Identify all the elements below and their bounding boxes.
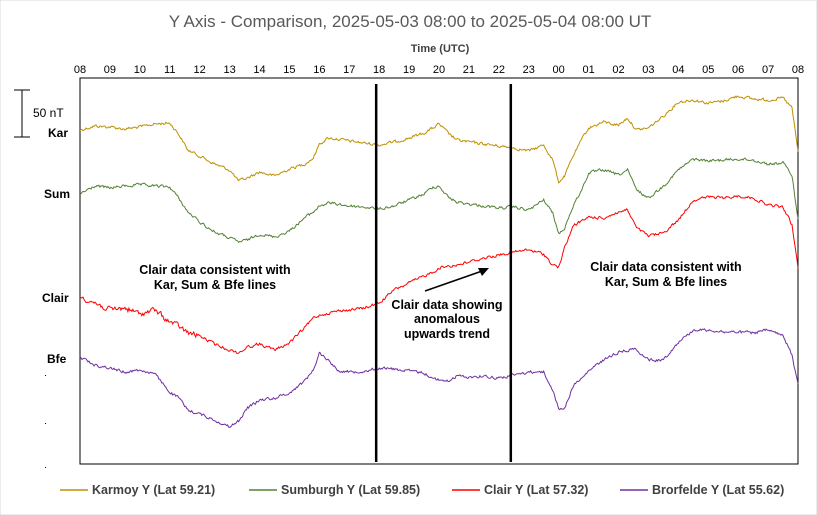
station-labels: Kar Sum Clair Bfe <box>42 126 70 366</box>
annotation-left-line-1: Clair data consistent with <box>139 263 290 277</box>
x-tick-label: 19 <box>403 64 415 76</box>
x-tick-label: 18 <box>373 64 385 76</box>
x-tick-label: 22 <box>493 64 505 76</box>
x-tick-label: 11 <box>164 64 175 76</box>
x-tick-label: 20 <box>433 64 445 76</box>
legend-label-sumburgh: Sumburgh Y (Lat 59.85) <box>281 483 420 497</box>
x-tick-label: 15 <box>283 64 295 76</box>
legend-label-clair: Clair Y (Lat 57.32) <box>484 483 588 497</box>
scale-bar-label: 50 nT <box>33 106 64 120</box>
x-tick-label: 08 <box>74 64 86 76</box>
series-line-clair <box>79 194 799 354</box>
x-tick-labels: 08 09 10 11 12 13 14 15 16 17 18 19 20 21 22 23 00 01 02 03… <box>45 64 804 468</box>
x-tick-label: 10 <box>134 64 146 76</box>
annotation-middle: Clair data showing anomalous upwards tre… <box>391 268 503 341</box>
x-tick-label: 03 <box>642 64 654 76</box>
x-tick-label: 07 <box>762 64 774 76</box>
annotation-right-line-1: Clair data consistent with <box>590 260 741 274</box>
x-tick-label: 09 <box>104 64 116 76</box>
x-tick-label: 12 <box>194 64 206 76</box>
annotation-arrow <box>424 269 486 292</box>
station-label-bfe: Bfe <box>47 352 67 366</box>
plot-area <box>79 77 799 465</box>
annotation-middle-line-2: anomalous <box>414 312 480 326</box>
legend-label-karmoy: Karmoy Y (Lat 59.21) <box>92 483 215 497</box>
annotation-left-line-2: Kar, Sum & Bfe lines <box>154 278 276 292</box>
legend-label-brorfelde: Brorfelde Y (Lat 55.62) <box>652 483 784 497</box>
x-tick-label: 01 <box>582 64 594 76</box>
x-tick-label: 17 <box>343 64 355 76</box>
station-label-kar: Kar <box>48 126 68 140</box>
y-tick-dot <box>45 467 46 468</box>
x-tick-label: 04 <box>672 64 684 76</box>
annotation-right: Clair data consistent with Kar, Sum & Bf… <box>590 260 741 289</box>
legend: Karmoy Y (Lat 59.21) Sumburgh Y (Lat 59.… <box>60 483 784 497</box>
x-tick-label: 14 <box>253 64 265 76</box>
series-line-karmoy <box>79 95 799 184</box>
x-tick-label: 06 <box>732 64 744 76</box>
annotation-right-line-2: Kar, Sum & Bfe lines <box>605 275 727 289</box>
annotation-left: Clair data consistent with Kar, Sum & Bf… <box>139 263 290 292</box>
x-axis-title: Time (UTC) <box>411 43 470 55</box>
chart-title: Y Axis - Comparison, 2025-05-03 08:00 to… <box>169 12 652 31</box>
series-line-brorfelde <box>79 328 799 429</box>
series-lines <box>79 95 799 429</box>
x-tick-label: 00 <box>553 64 565 76</box>
x-tick-label: 13 <box>223 64 235 76</box>
series-line-sumburgh <box>79 157 799 244</box>
x-tick-label: 05 <box>702 64 714 76</box>
station-label-sum: Sum <box>44 187 70 201</box>
annotation-middle-line-1: Clair data showing <box>391 298 502 312</box>
y-tick-dot <box>45 423 46 424</box>
annotation-middle-line-3: upwards trend <box>404 327 490 341</box>
y-tick-dot <box>45 375 46 376</box>
x-tick-label: 21 <box>463 64 475 76</box>
annotation-arrow-head <box>478 268 489 276</box>
x-tick-label: 08 <box>792 64 804 76</box>
x-tick-label: 16 <box>313 64 325 76</box>
x-tick-label: 02 <box>612 64 624 76</box>
x-tick-label: 23 <box>523 64 535 76</box>
station-label-clair: Clair <box>42 291 69 305</box>
scale-bar: 50 nT <box>14 89 64 138</box>
